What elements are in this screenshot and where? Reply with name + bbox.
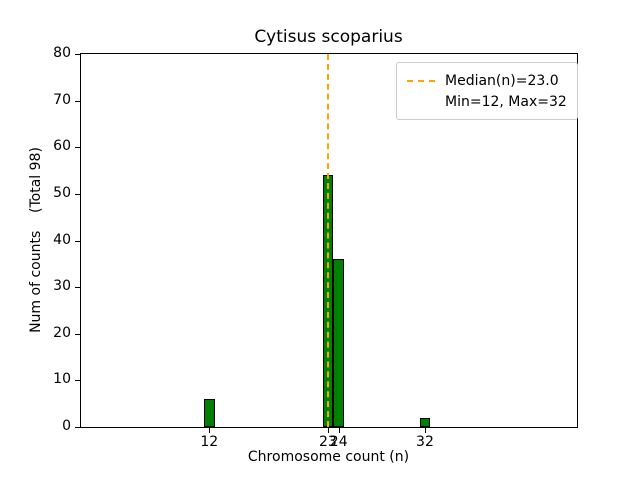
- y-tick-mark: [75, 380, 80, 382]
- y-tick-label: 40: [53, 231, 71, 248]
- y-tick-mark: [75, 333, 80, 335]
- y-tick-mark: [75, 193, 80, 195]
- x-axis-label: Chromosome count (n): [247, 449, 410, 465]
- histogram-bar: [203, 399, 215, 427]
- x-tick-label: 23: [318, 434, 337, 450]
- y-tick-label: 30: [53, 278, 71, 295]
- y-tick-mark: [75, 147, 80, 149]
- legend: Median(n)=23.0 Min=12, Max=32: [396, 62, 578, 120]
- y-tick-label: 50: [53, 184, 71, 201]
- y-tick-label: 70: [53, 91, 71, 108]
- y-tick-mark: [75, 427, 80, 428]
- y-tick-label: 0: [62, 418, 71, 434]
- x-tick-label: 32: [416, 434, 434, 450]
- chart-title: Cytisus scoparius: [254, 27, 403, 47]
- median-line-sample: [407, 79, 435, 82]
- median-line: [326, 54, 329, 427]
- y-tick-label: 80: [53, 45, 71, 61]
- legend-item-median: Median(n)=23.0: [407, 70, 567, 91]
- y-tick-label: 10: [53, 371, 71, 388]
- histogram-bar: [419, 417, 431, 427]
- x-tick-label: 24: [329, 434, 348, 450]
- dashed-line-icon: [407, 79, 435, 82]
- y-tick-mark: [75, 54, 80, 55]
- x-tick-mark: [209, 428, 211, 433]
- y-tick-mark: [75, 100, 80, 102]
- x-tick-label: 12: [200, 434, 219, 450]
- y-tick-mark: [75, 287, 80, 289]
- y-tick-mark: [75, 240, 80, 242]
- legend-label-median: Median(n)=23.0: [445, 72, 559, 89]
- legend-label-minmax: Min=12, Max=32: [445, 93, 567, 110]
- x-tick-mark: [338, 428, 340, 433]
- y-tick-label: 60: [53, 138, 71, 155]
- histogram-bar: [333, 259, 345, 427]
- x-tick-mark: [424, 428, 426, 433]
- legend-item-minmax: Min=12, Max=32: [407, 91, 567, 112]
- x-tick-mark: [327, 428, 329, 433]
- y-tick-label: 20: [53, 324, 71, 341]
